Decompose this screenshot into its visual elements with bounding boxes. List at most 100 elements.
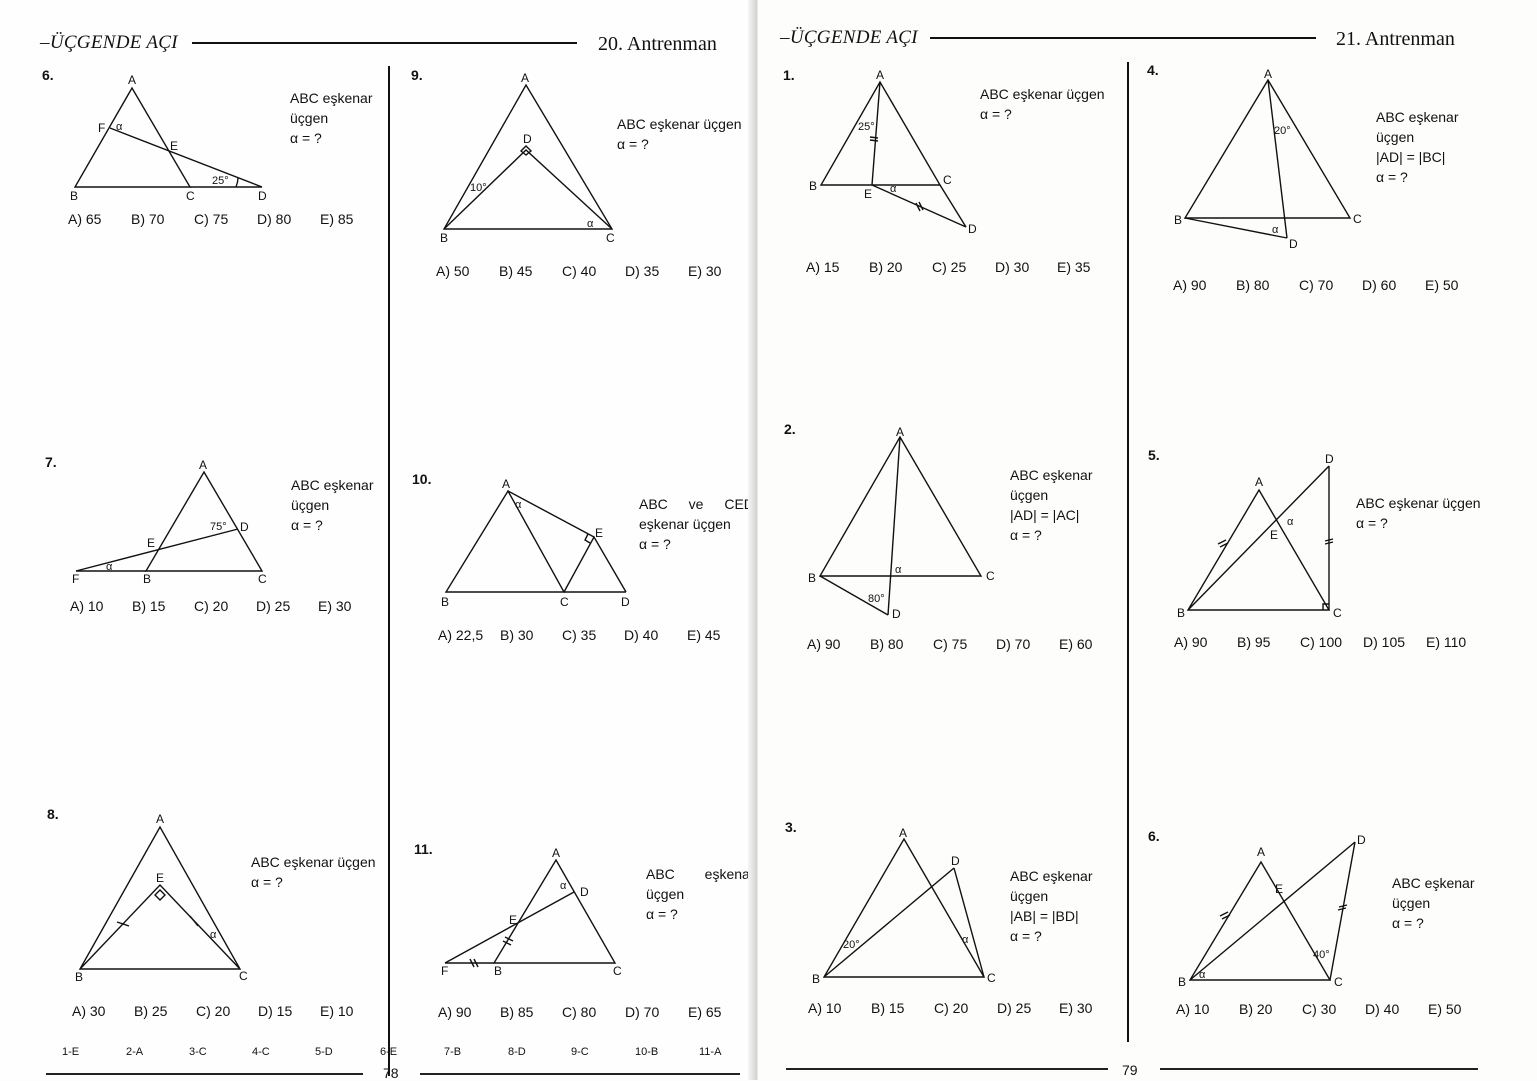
- choice: A) 30: [72, 1003, 106, 1019]
- given-line: ABC eşkenar: [1376, 109, 1459, 125]
- choice: B) 80: [870, 636, 904, 652]
- choice: E) 50: [1428, 1001, 1462, 1017]
- choice: E) 110: [1426, 634, 1467, 650]
- figure-stroke: [1188, 860, 1332, 981]
- label-E: E: [1270, 528, 1278, 542]
- given-line: α = ?: [290, 130, 322, 146]
- choice: C) 75: [933, 636, 968, 652]
- choice: B) 80: [1236, 277, 1270, 293]
- left-header-training: 20. Antrenman: [598, 33, 717, 55]
- choice: C) 25: [932, 259, 967, 275]
- given-line: α = ?: [617, 136, 649, 152]
- label-A: A: [156, 812, 164, 826]
- label-D: D: [580, 885, 589, 899]
- choice: D) 105: [1363, 634, 1406, 650]
- label-A: A: [199, 458, 207, 472]
- choice: A) 90: [1174, 634, 1208, 650]
- figure-stroke: [1329, 841, 1356, 981]
- alpha-label: α: [560, 880, 567, 892]
- choice: D) 70: [996, 636, 1031, 652]
- choice: C) 40: [562, 263, 597, 279]
- r-q2-choices: A) 90 B) 80 C) 75 D) 70 E) 60: [807, 636, 1092, 652]
- question-number: 4.: [1147, 62, 1159, 78]
- r-q5-choices: A) 90 B) 95 C) 100 D) 105 E) 110: [1174, 634, 1466, 650]
- figure-stroke: [869, 139, 879, 142]
- footer-rule: [1160, 1068, 1478, 1070]
- label-A: A: [128, 73, 136, 87]
- choice: A) 10: [808, 1000, 842, 1016]
- choice: C) 75: [194, 211, 229, 227]
- label-B: B: [808, 571, 816, 585]
- label-D: D: [621, 595, 630, 609]
- figure-stroke: [502, 940, 512, 946]
- q9-choices: A) 50 B) 45 C) 40 D) 35 E) 30: [436, 263, 721, 279]
- label-B: B: [809, 179, 817, 193]
- choice: A) 22,5: [438, 627, 484, 643]
- figure-stroke: [915, 202, 921, 212]
- angle-label: 25°: [858, 121, 875, 133]
- given-line: üçgen: [1010, 487, 1049, 503]
- label-C: C: [986, 569, 995, 583]
- figure-stroke: [444, 891, 575, 964]
- label-D: D: [1357, 833, 1366, 847]
- figure-stroke: [819, 575, 889, 616]
- choice: E) 50: [1425, 277, 1459, 293]
- r-q2-figure: A B C D α 80°: [808, 425, 995, 621]
- angle-label: 25°: [212, 175, 229, 187]
- figure-stroke: [871, 184, 967, 228]
- figure-stroke: [1217, 539, 1227, 545]
- choice: D) 70: [625, 1004, 660, 1020]
- choice: C) 100: [1300, 634, 1343, 650]
- figure-stroke: [1187, 465, 1330, 611]
- choice: D) 25: [997, 1000, 1032, 1016]
- choice: E) 85: [320, 211, 354, 227]
- choice: C) 20: [194, 598, 229, 614]
- q8-given: ABC eşkenar üçgen α = ?: [251, 852, 376, 892]
- label-C: C: [239, 969, 248, 983]
- label-C: C: [606, 231, 615, 245]
- column-divider: [1127, 62, 1129, 1042]
- choice: B) 45: [499, 263, 533, 279]
- choice: C) 20: [196, 1003, 231, 1019]
- q11-choices: A) 90 B) 85 C) 80 D) 70 E) 65: [438, 1004, 721, 1020]
- r-q4-choices: A) 90 B) 80 C) 70 D) 60 E) 50: [1173, 277, 1458, 293]
- label-C: C: [186, 189, 195, 203]
- given-line: üçgen: [646, 886, 685, 902]
- given-line: ABC eşkenar: [1392, 875, 1475, 891]
- given-line: α = ?: [639, 536, 671, 552]
- given-line: ABC eşkenar üçgen: [980, 86, 1105, 102]
- given-line: ABC eşkenar: [1010, 467, 1093, 483]
- figure-stroke: [1186, 488, 1331, 611]
- r-q3-choices: A) 10 B) 15 C) 20 D) 25 E) 30: [808, 1000, 1092, 1016]
- r-q2-given: ABC eşkenar üçgen |AD| = |AC| α = ?: [1010, 465, 1092, 545]
- figure-stroke: [73, 86, 192, 188]
- label-B: B: [1177, 606, 1185, 620]
- label-E: E: [1275, 882, 1283, 896]
- figure-stroke: [75, 528, 239, 572]
- label-D: D: [240, 520, 249, 534]
- q7-figure: A B C D E F α 75°: [72, 458, 267, 586]
- alpha-label: α: [106, 561, 113, 573]
- choice: B) 25: [134, 1003, 168, 1019]
- choice: D) 40: [1365, 1001, 1400, 1017]
- figure-stroke: [869, 136, 879, 139]
- figure-stroke: [109, 127, 263, 188]
- label-F: F: [98, 121, 105, 135]
- question-number: 1.: [783, 67, 795, 83]
- label-A: A: [552, 846, 560, 860]
- alpha-label: α: [890, 183, 897, 195]
- figure-stroke: [492, 858, 617, 964]
- choice: E) 10: [320, 1003, 354, 1019]
- given-line: üçgen: [1376, 129, 1415, 145]
- choice: C) 35: [562, 627, 597, 643]
- label-C: C: [560, 595, 569, 609]
- right-header-training: 21. Antrenman: [1336, 28, 1455, 50]
- figure-stroke: [939, 184, 967, 228]
- given-line: eşkenar üçgen: [639, 516, 731, 532]
- figure-stroke: [953, 867, 985, 978]
- q7-given: ABC eşkenar üçgen α = ?: [291, 475, 373, 535]
- given-line: α = ?: [1392, 915, 1424, 931]
- label-D: D: [892, 607, 901, 621]
- figure-stroke: [1324, 538, 1334, 542]
- r-q5-figure: A B C D E α: [1177, 452, 1342, 620]
